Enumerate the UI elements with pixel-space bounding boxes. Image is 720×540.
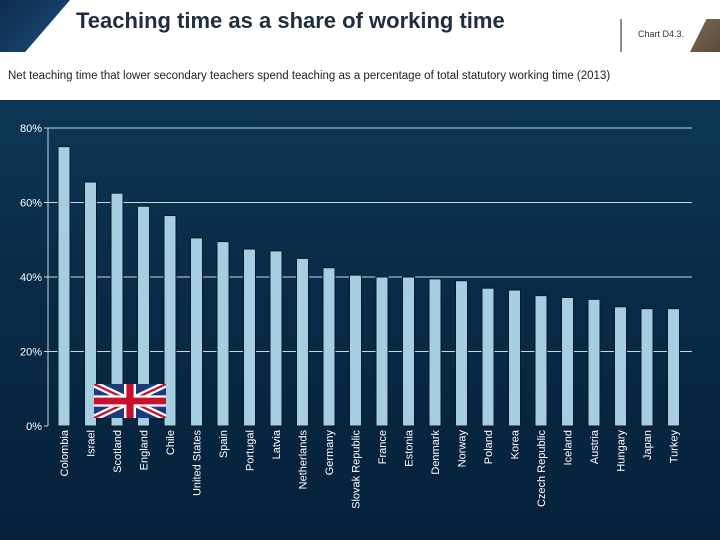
x-tick-label: Portugal [245,430,257,471]
bar-iceland [561,296,574,427]
chart-id-tag: Chart D4.3. [620,19,690,52]
bar-england [137,205,150,427]
bar-chart: 0% 20% 40% 60% 80% Colombia Israel Scotland Engl… [20,123,692,509]
x-tick-label: Austria [589,429,601,464]
y-tick-label: 20% [20,347,42,359]
bar-spain [216,241,230,427]
bar-norway [455,280,468,427]
bar-poland [481,287,495,427]
bar-netherlands [296,257,309,427]
bar-estonia [402,276,415,427]
x-tick-label: Turkey [669,430,681,464]
bar-germany [322,267,336,427]
header-wedge-decoration [0,0,70,52]
x-tick-label: Israel [86,430,98,457]
bar-slovak-republic [349,274,362,427]
y-tick-label: 40% [20,272,42,284]
x-tick-label: United States [192,430,204,497]
x-tick-label: Latvia [271,429,283,459]
x-tick-label: Germany [324,430,336,476]
bar-scotland [110,192,124,427]
chart-title: Net teaching time that lower secondary t… [8,70,611,82]
x-tick-label: Chile [165,430,177,455]
x-tick-label: Spain [218,430,230,458]
x-tick-label: Slovak Republic [351,430,363,509]
bar-japan [640,308,654,427]
x-tick-label: Estonia [404,429,416,467]
x-tick-label: Korea [510,429,522,459]
x-tick-label: Netherlands [298,430,310,490]
header-bar: Teaching time as a share of working time… [0,0,720,52]
x-tick-label: Denmark [430,430,442,475]
bar-hungary [614,306,627,427]
bar-czech-republic [534,295,548,427]
bar-colombia [57,146,71,427]
bar-denmark [428,278,442,427]
x-tick-label: France [377,430,389,464]
bar-israel [84,181,97,427]
x-tick-label: Czech Republic [536,430,548,508]
x-tick-label: Poland [483,430,495,464]
bar-united-states [190,237,203,427]
bar-turkey [667,308,680,427]
bar-korea [508,289,521,427]
x-tick-label: Japan [642,430,654,460]
page-title: Teaching time as a share of working time [76,8,505,33]
uk-flag-icon [94,384,166,418]
x-tick-label: Iceland [563,430,575,465]
x-tick-label: England [139,430,151,470]
bar-portugal [243,248,256,427]
bar-austria [587,298,601,427]
x-tick-label: Norway [457,430,469,468]
y-tick-label: 0% [26,421,42,433]
bar-france [375,276,389,427]
x-tick-label: Scotland [112,430,124,473]
bar-chile [163,215,177,427]
x-tick-label: Hungary [616,430,628,472]
y-tick-label: 80% [20,123,42,135]
x-tick-label: Colombia [59,429,71,476]
y-tick-label: 60% [20,198,42,210]
bar-latvia [269,250,283,427]
header-end-decoration [690,19,720,52]
subtitle-band [0,52,720,100]
